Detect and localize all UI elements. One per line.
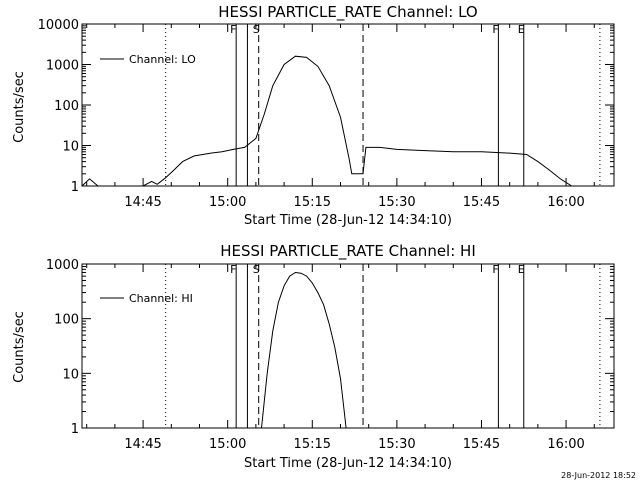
series-line <box>81 55 614 187</box>
chart-panel-hi: HESSI PARTICLE_RATE Channel: HI Start Ti… <box>12 242 615 471</box>
x-tick-label: 15:30 <box>378 437 415 452</box>
time-marker-label: F <box>492 263 498 276</box>
y-tick-label: 1 <box>71 422 79 437</box>
x-tick-label: 15:30 <box>378 195 415 210</box>
y-tick-label: 100 <box>54 99 79 114</box>
legend-label: Channel: LO <box>129 53 196 66</box>
time-marker-label: S <box>253 263 260 276</box>
x-tick-label: 15:00 <box>209 195 246 210</box>
time-marker-label: F <box>492 23 498 36</box>
plot-frame <box>81 263 615 429</box>
x-tick-label: 15:00 <box>209 437 246 452</box>
time-marker-label: F <box>230 23 236 36</box>
x-tick-label: 15:45 <box>463 437 500 452</box>
generation-timestamp: 28-Jun-2012 18:52 <box>561 471 636 480</box>
time-marker-label: F <box>230 263 236 276</box>
series-line <box>261 271 347 429</box>
y-tick-label: 100 <box>54 313 79 328</box>
y-tick-label: 10000 <box>38 18 79 33</box>
x-tick-label: 15:15 <box>294 195 331 210</box>
y-axis-label: Counts/sec <box>12 71 27 143</box>
x-tick-label: 16:00 <box>547 437 584 452</box>
y-tick-label: 1 <box>71 180 79 195</box>
x-tick-label: 14:45 <box>124 195 161 210</box>
y-axis-label: Counts/sec <box>12 311 27 383</box>
chart-title: HESSI PARTICLE_RATE Channel: LO <box>218 3 477 22</box>
x-tick-label: 15:45 <box>463 195 500 210</box>
time-marker-label: E <box>518 263 525 276</box>
y-tick-label: 1000 <box>46 59 79 74</box>
x-tick-label: 14:45 <box>124 437 161 452</box>
x-axis-label: Start Time (28-Jun-12 14:34:10) <box>244 213 452 228</box>
x-tick-label: 16:00 <box>547 195 584 210</box>
x-axis-label: Start Time (28-Jun-12 14:34:10) <box>244 456 452 471</box>
time-marker-label: E <box>518 23 525 36</box>
time-marker-label: S <box>253 23 260 36</box>
x-tick-label: 15:15 <box>294 437 331 452</box>
legend-label: Channel: HI <box>129 292 193 305</box>
chart-panel-lo: HESSI PARTICLE_RATE Channel: LO Start Ti… <box>12 3 615 228</box>
chart-title: HESSI PARTICLE_RATE Channel: HI <box>220 242 476 261</box>
y-tick-label: 10 <box>62 367 79 382</box>
y-tick-label: 10 <box>62 140 79 155</box>
plot-frame <box>81 23 615 187</box>
y-tick-label: 1000 <box>46 258 79 273</box>
